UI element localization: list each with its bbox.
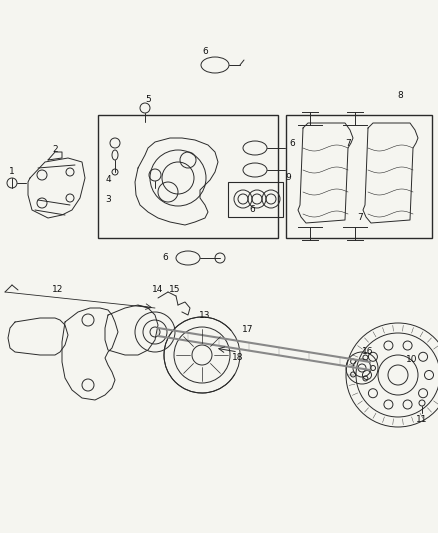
Text: 2: 2	[52, 146, 58, 155]
Text: 3: 3	[105, 196, 111, 205]
Text: 6: 6	[249, 206, 255, 214]
Text: 6: 6	[289, 139, 295, 148]
Text: 11: 11	[416, 416, 428, 424]
Text: 16: 16	[362, 348, 374, 357]
Text: 15: 15	[169, 286, 181, 295]
Text: 12: 12	[52, 286, 64, 295]
Text: 17: 17	[242, 326, 254, 335]
Text: 5: 5	[145, 95, 151, 104]
Text: 6: 6	[202, 47, 208, 56]
Bar	[286, 115, 432, 238]
Text: 18: 18	[232, 353, 244, 362]
Text: 1: 1	[9, 167, 15, 176]
Text: 14: 14	[152, 286, 164, 295]
Text: 10: 10	[406, 356, 418, 365]
Bar	[98, 115, 278, 238]
Text: 7: 7	[345, 139, 351, 148]
Text: 4: 4	[105, 175, 111, 184]
Text: 9: 9	[285, 174, 291, 182]
Text: 7: 7	[357, 214, 363, 222]
Text: 13: 13	[199, 311, 211, 319]
Text: 6: 6	[162, 254, 168, 262]
Text: 8: 8	[397, 91, 403, 100]
Bar	[228, 182, 283, 217]
